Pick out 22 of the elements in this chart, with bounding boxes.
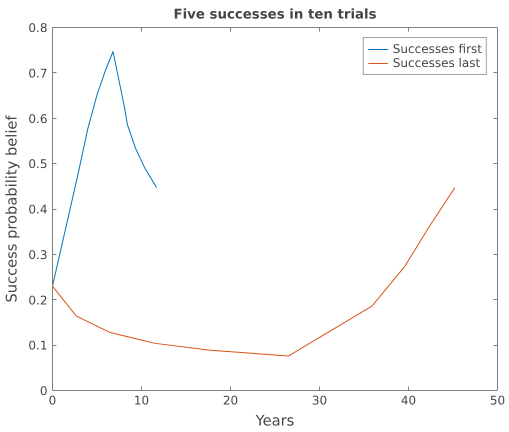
chart-title: Five successes in ten trials bbox=[173, 8, 377, 22]
y-tick-label: 0.5 bbox=[28, 157, 48, 172]
x-axis-title: Years bbox=[254, 412, 294, 430]
legend-label: Successes last bbox=[392, 56, 480, 70]
y-tick-label: 0.2 bbox=[28, 293, 48, 308]
y-tick-label: 0.1 bbox=[28, 338, 48, 353]
y-axis-title: Success probability belief bbox=[3, 114, 20, 303]
y-tick-label: 0.4 bbox=[28, 202, 48, 216]
x-tick-label: 40 bbox=[400, 394, 416, 408]
line-series bbox=[52, 187, 456, 357]
x-tick-label: 10 bbox=[134, 394, 150, 408]
y-tick-label: 0.7 bbox=[28, 66, 48, 80]
legend-label: Successes first bbox=[392, 42, 482, 56]
x-tick-label: 0 bbox=[48, 394, 56, 408]
x-tick-label: 20 bbox=[222, 394, 238, 408]
y-tick-label: 0.6 bbox=[28, 112, 48, 126]
x-tick-label: 50 bbox=[490, 394, 506, 408]
y-tick-label: 0.8 bbox=[28, 21, 48, 35]
y-tick-label: 0.3 bbox=[28, 248, 48, 262]
x-tick-label: 30 bbox=[312, 394, 328, 408]
line-series bbox=[52, 51, 158, 287]
y-tick-label: 0 bbox=[40, 384, 48, 398]
